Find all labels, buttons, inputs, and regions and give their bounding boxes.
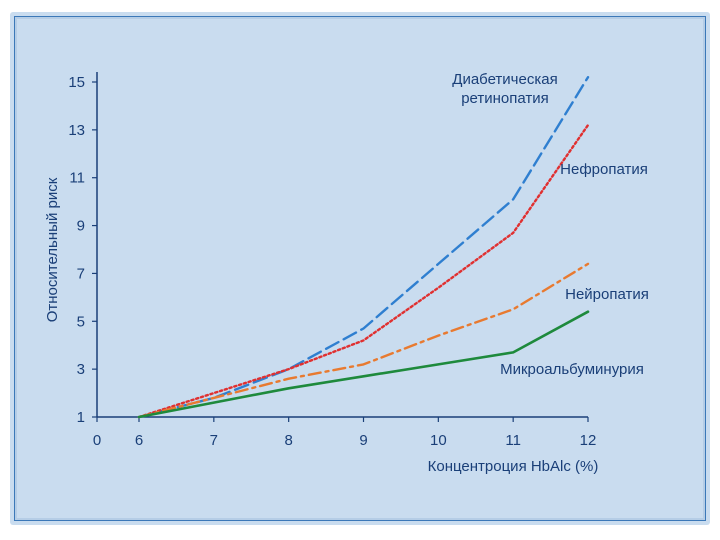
x-tick-label: 6 <box>135 432 143 449</box>
x-tick-label: 0 <box>93 432 101 449</box>
x-tick-label: 11 <box>505 432 521 449</box>
x-axis-title: Концентроция HbAlc (%) <box>428 458 599 475</box>
series-lines <box>137 75 590 419</box>
y-tick-label: 13 <box>68 122 85 139</box>
series-label-line: Нейропатия <box>565 286 649 303</box>
series-label: Нейропатия <box>565 286 649 303</box>
x-tick-label: 10 <box>430 432 447 449</box>
series-label: Диабетическая ретинопатия <box>452 71 557 107</box>
series-label-line: Микроальбуминурия <box>500 361 644 378</box>
series-line <box>137 310 590 419</box>
x-tick-label: 8 <box>284 432 292 449</box>
y-tick-label: 1 <box>77 409 85 426</box>
y-axis-title: Относительный риск <box>44 177 61 322</box>
y-tick-label: 7 <box>77 265 85 282</box>
y-tick-label: 3 <box>77 361 85 378</box>
series-label-line: Диабетическая <box>452 71 557 88</box>
x-tick-label: 7 <box>210 432 218 449</box>
y-tick-label: 15 <box>68 74 85 91</box>
series-line <box>137 75 590 419</box>
chart-panel-border <box>14 16 706 521</box>
y-tick-label: 11 <box>69 170 85 187</box>
series-label: Микроальбуминурия <box>500 361 644 378</box>
series-label-line: ретинопатия <box>461 90 549 107</box>
series-label-line: Нефропатия <box>560 161 648 178</box>
series-labels: Диабетическая ретинопатия Нефропатия Нейроп… <box>452 71 649 378</box>
y-tick-label: 9 <box>77 218 85 235</box>
x-tick-label: 12 <box>580 432 597 449</box>
series-line <box>137 123 590 419</box>
chart-panel <box>10 12 710 525</box>
series-label: Нефропатия <box>560 161 648 178</box>
series-line <box>137 262 590 419</box>
x-tick-label: 9 <box>359 432 367 449</box>
y-tick-label: 5 <box>77 313 85 330</box>
